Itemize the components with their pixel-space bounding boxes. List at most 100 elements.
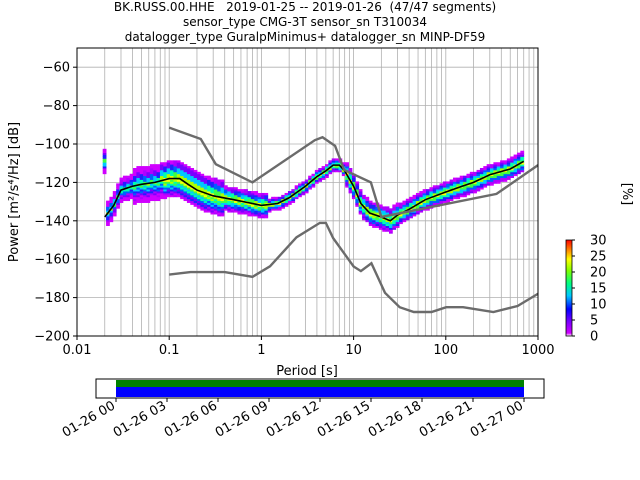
heatmap-cell bbox=[180, 183, 184, 186]
heatmap-cell bbox=[298, 191, 302, 194]
colorbar-tick-label: 10 bbox=[590, 298, 607, 313]
heatmap-cell bbox=[469, 177, 474, 180]
heatmap-cell bbox=[180, 194, 184, 198]
heatmap-cell bbox=[469, 183, 474, 186]
heatmap-cell bbox=[210, 204, 215, 207]
timeline-tick-label: 01-26 06 bbox=[162, 398, 220, 440]
heatmap-cell bbox=[186, 171, 191, 175]
heatmap-cell bbox=[250, 204, 255, 207]
heatmap-cell bbox=[358, 196, 363, 200]
heatmap-cell bbox=[170, 191, 174, 194]
heatmap-cell bbox=[372, 217, 376, 221]
heatmap-cell bbox=[395, 208, 400, 211]
heatmap-cell bbox=[479, 169, 484, 173]
heatmap-cell bbox=[345, 177, 349, 180]
heatmap-cell bbox=[156, 185, 161, 188]
heatmap-cell bbox=[520, 164, 525, 167]
heatmap-cell bbox=[116, 187, 120, 190]
heatmap-cell bbox=[227, 206, 232, 209]
heatmap-cell bbox=[341, 162, 346, 165]
heatmap-cell bbox=[378, 219, 383, 223]
heatmap-cell bbox=[210, 187, 215, 190]
heatmap-cell bbox=[372, 204, 376, 207]
heatmap-cell bbox=[304, 185, 309, 188]
heatmap-cell bbox=[176, 171, 181, 175]
heatmap-cell bbox=[217, 185, 221, 188]
heatmap-cell bbox=[146, 198, 151, 202]
heatmap-cell bbox=[314, 179, 319, 182]
heatmap-cell bbox=[506, 166, 511, 169]
heatmap-cell bbox=[166, 191, 171, 194]
heatmap-cell bbox=[409, 200, 413, 203]
heatmap-cell bbox=[220, 210, 225, 213]
heatmap-cell bbox=[240, 192, 245, 196]
heatmap-cell bbox=[372, 206, 376, 209]
heatmap-cell bbox=[139, 187, 144, 190]
heatmap-cell bbox=[422, 192, 427, 196]
heatmap-cell bbox=[493, 173, 498, 177]
heatmap-cell bbox=[328, 164, 333, 167]
heatmap-cell bbox=[230, 196, 235, 200]
heatmap-cell bbox=[473, 179, 477, 182]
timeline-tick-label: 01-26 09 bbox=[213, 398, 271, 440]
heatmap-cell bbox=[287, 200, 292, 203]
heatmap-cell bbox=[385, 208, 390, 211]
heatmap-cell bbox=[503, 160, 508, 163]
heatmap-cell bbox=[405, 217, 410, 221]
heatmap-cell bbox=[503, 179, 508, 182]
heatmap-cell bbox=[247, 208, 252, 211]
heatmap-cell bbox=[122, 181, 127, 184]
heatmap-cell bbox=[207, 198, 211, 202]
heatmap-cell bbox=[213, 189, 218, 192]
heatmap-cell bbox=[456, 191, 461, 194]
heatmap-cell bbox=[503, 166, 508, 169]
heatmap-cell bbox=[409, 196, 413, 200]
new-high-noise-model-line bbox=[168, 126, 538, 219]
heatmap-cell bbox=[287, 192, 292, 196]
heatmap-cell bbox=[439, 196, 444, 200]
heatmap-cell bbox=[210, 177, 215, 180]
heatmap-cell bbox=[405, 202, 410, 205]
heatmap-cell bbox=[244, 206, 248, 209]
heatmap-cell bbox=[257, 206, 262, 209]
heatmap-cell bbox=[281, 196, 285, 200]
heatmap-cell bbox=[207, 200, 211, 203]
heatmap-cell bbox=[180, 164, 184, 167]
heatmap-cell bbox=[190, 194, 195, 198]
heatmap-cell bbox=[351, 177, 356, 180]
heatmap-cell bbox=[378, 204, 383, 207]
heatmap-cell bbox=[112, 212, 117, 215]
heatmap-cell bbox=[207, 204, 211, 207]
heatmap-cell bbox=[183, 168, 188, 171]
heatmap-cell bbox=[372, 210, 376, 213]
heatmap-cell bbox=[207, 185, 211, 188]
heatmap-cell bbox=[378, 206, 383, 209]
x-tick-label: 1000 bbox=[521, 343, 554, 358]
heatmap-cell bbox=[136, 171, 141, 175]
heatmap-cell bbox=[200, 204, 205, 207]
heatmap-cell bbox=[368, 219, 373, 223]
heatmap-cell bbox=[186, 179, 191, 182]
heatmap-cell bbox=[419, 210, 424, 213]
heatmap-cell bbox=[166, 194, 171, 198]
heatmap-cell bbox=[213, 210, 218, 213]
heatmap-cell bbox=[496, 166, 501, 169]
heatmap-cell bbox=[170, 169, 174, 173]
heatmap-cell bbox=[133, 189, 137, 192]
heatmap-cell bbox=[506, 160, 511, 163]
heatmap-cell bbox=[122, 192, 127, 196]
heatmap-cell bbox=[106, 219, 110, 223]
heatmap-cell bbox=[341, 171, 346, 175]
heatmap-cell bbox=[358, 192, 363, 196]
heatmap-cell bbox=[469, 179, 474, 182]
heatmap-cell bbox=[180, 168, 184, 171]
heatmap-cell bbox=[375, 225, 380, 228]
heatmap-cell bbox=[415, 196, 420, 200]
heatmap-cell bbox=[415, 204, 420, 207]
heatmap-cell bbox=[183, 198, 188, 202]
heatmap-cell bbox=[186, 168, 191, 171]
heatmap-cell bbox=[190, 200, 195, 203]
heatmap-cell bbox=[173, 181, 178, 184]
heatmap-cell bbox=[170, 183, 174, 186]
heatmap-cell bbox=[176, 191, 181, 194]
